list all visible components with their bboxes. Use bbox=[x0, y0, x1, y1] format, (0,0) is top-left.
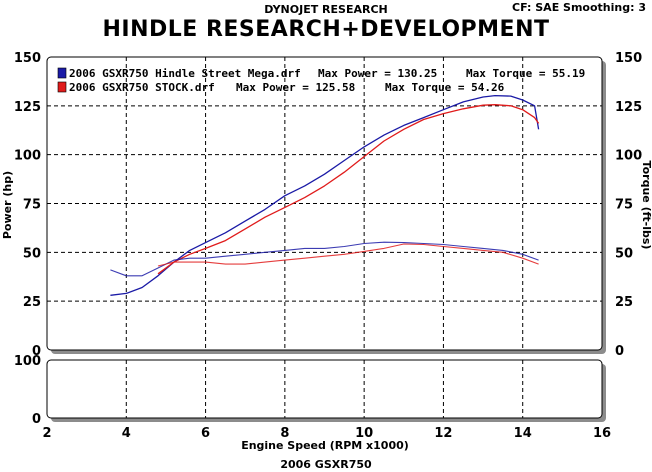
y-tick-left-100: 100 bbox=[14, 149, 41, 164]
legend-swatch-hindle bbox=[57, 67, 67, 79]
x-tick-4: 4 bbox=[122, 426, 131, 441]
x-tick-8: 8 bbox=[280, 426, 289, 441]
y-tick-left-25: 25 bbox=[23, 295, 41, 310]
legend-name-stock: 2006 GSXR750 STOCK.drf bbox=[69, 81, 215, 94]
hindle-torque-line bbox=[110, 241, 539, 277]
y-tick-left-75: 75 bbox=[23, 198, 41, 213]
run-label: 2006 GSXR750 bbox=[280, 458, 372, 471]
x-tick-16: 16 bbox=[593, 426, 611, 441]
legend-swatch-stock bbox=[57, 81, 67, 93]
y-tick-right-0: 0 bbox=[615, 344, 624, 359]
y-tick-left-125: 125 bbox=[14, 100, 41, 115]
x-tick-2: 2 bbox=[42, 426, 51, 441]
chart-title: HINDLE RESEARCH+DEVELOPMENT bbox=[102, 17, 550, 42]
y-tick-right-150: 150 bbox=[615, 51, 642, 66]
sub-panel-frame bbox=[46, 359, 603, 419]
legend: 2006 GSXR750 Hindle Street Mega.drf Max … bbox=[57, 67, 585, 94]
stock-power-line bbox=[157, 104, 540, 275]
main-plot-panel bbox=[46, 56, 606, 354]
sub-plot-panel bbox=[46, 359, 606, 422]
legend-name-hindle: 2006 GSXR750 Hindle Street Mega.drf bbox=[69, 67, 301, 80]
grid-lines bbox=[47, 57, 602, 418]
dyno-brand: DYNOJET RESEARCH bbox=[264, 3, 388, 16]
x-tick-12: 12 bbox=[434, 426, 452, 441]
y-tick-left-0: 0 bbox=[32, 344, 41, 359]
y-axis-label-torque: Torque (ft-lbs) bbox=[640, 161, 652, 250]
y-tick-right-50: 50 bbox=[615, 246, 633, 261]
y-tick-right-125: 125 bbox=[615, 100, 642, 115]
stock-torque-line bbox=[157, 243, 539, 267]
x-tick-10: 10 bbox=[355, 426, 373, 441]
y-axis-label-power: Power (hp) bbox=[1, 171, 14, 239]
legend-power-hindle: Max Power = 130.25 bbox=[318, 67, 437, 80]
legend-torque-stock: Max Torque = 54.26 bbox=[385, 81, 505, 94]
y-tick-left-150: 150 bbox=[14, 51, 41, 66]
y-tick-right-75: 75 bbox=[615, 198, 633, 213]
y-tick-left-50: 50 bbox=[23, 246, 41, 261]
x-tick-6: 6 bbox=[201, 426, 210, 441]
y-tick-right-100: 100 bbox=[615, 149, 642, 164]
legend-power-stock: Max Power = 125.58 bbox=[236, 81, 355, 94]
legend-torque-hindle: Max Torque = 55.19 bbox=[466, 67, 585, 80]
sub-y-tick-0: 0 bbox=[32, 412, 41, 427]
y-tick-right-25: 25 bbox=[615, 295, 633, 310]
series-lines bbox=[110, 94, 540, 296]
x-tick-14: 14 bbox=[514, 426, 532, 441]
correction-settings: CF: SAE Smoothing: 3 bbox=[512, 1, 646, 14]
x-axis-label: Engine Speed (RPM x1000) bbox=[241, 439, 409, 452]
sub-y-tick-100: 100 bbox=[14, 354, 41, 369]
